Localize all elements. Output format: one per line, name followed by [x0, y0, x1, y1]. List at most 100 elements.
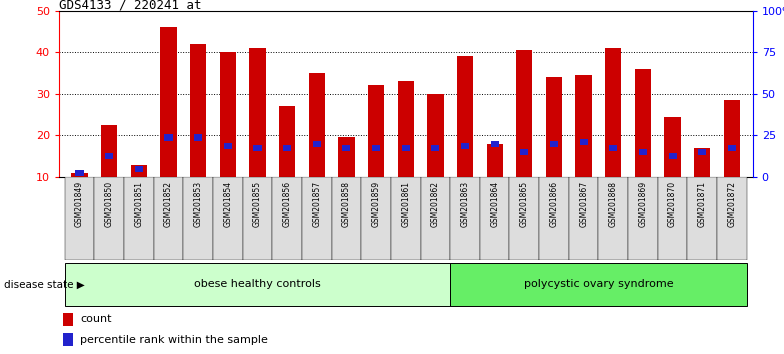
Bar: [401, 145, 410, 151]
Bar: [71, 173, 88, 177]
Text: GSM201853: GSM201853: [194, 181, 202, 227]
Text: GSM201856: GSM201856: [282, 181, 292, 227]
Bar: [283, 145, 291, 151]
Text: GSM201858: GSM201858: [342, 181, 351, 227]
Bar: [457, 56, 474, 177]
Bar: [105, 153, 113, 159]
Bar: [539, 177, 569, 260]
Bar: [65, 177, 94, 260]
Bar: [63, 313, 72, 326]
Bar: [223, 143, 232, 149]
Bar: [694, 148, 710, 177]
Bar: [546, 77, 562, 177]
Bar: [338, 137, 354, 177]
Bar: [361, 177, 391, 260]
Bar: [65, 263, 450, 306]
Bar: [427, 94, 444, 177]
Bar: [368, 85, 384, 177]
Text: GSM201850: GSM201850: [105, 181, 114, 227]
Text: GSM201868: GSM201868: [609, 181, 618, 227]
Bar: [628, 177, 658, 260]
Bar: [420, 177, 450, 260]
Text: GSM201849: GSM201849: [75, 181, 84, 227]
Bar: [131, 165, 147, 177]
Text: GSM201851: GSM201851: [134, 181, 143, 227]
Bar: [154, 177, 183, 260]
Text: GSM201857: GSM201857: [312, 181, 321, 227]
Bar: [220, 52, 236, 177]
Bar: [728, 145, 736, 151]
Bar: [279, 106, 296, 177]
Bar: [213, 177, 242, 260]
Text: obese healthy controls: obese healthy controls: [194, 279, 321, 289]
Bar: [63, 333, 72, 346]
Text: GSM201854: GSM201854: [223, 181, 232, 227]
Bar: [101, 125, 118, 177]
Bar: [431, 145, 440, 151]
Bar: [372, 145, 380, 151]
Bar: [575, 75, 592, 177]
Bar: [309, 73, 325, 177]
Bar: [639, 149, 647, 155]
Bar: [194, 135, 202, 141]
Bar: [699, 149, 706, 155]
Bar: [397, 81, 414, 177]
Bar: [598, 177, 628, 260]
Text: disease state ▶: disease state ▶: [4, 280, 85, 290]
Text: GSM201872: GSM201872: [728, 181, 736, 227]
Bar: [391, 177, 420, 260]
Bar: [272, 177, 302, 260]
Bar: [313, 141, 321, 147]
Bar: [579, 138, 588, 145]
Bar: [190, 44, 206, 177]
Text: GSM201862: GSM201862: [431, 181, 440, 227]
Text: GSM201863: GSM201863: [460, 181, 470, 227]
Text: polycystic ovary syndrome: polycystic ovary syndrome: [524, 279, 673, 289]
Bar: [569, 177, 598, 260]
Bar: [450, 263, 746, 306]
Bar: [332, 177, 361, 260]
Text: count: count: [80, 314, 112, 325]
Text: GSM201855: GSM201855: [253, 181, 262, 227]
Bar: [487, 144, 503, 177]
Text: GSM201870: GSM201870: [668, 181, 677, 227]
Bar: [461, 143, 469, 149]
Bar: [135, 166, 143, 172]
Bar: [717, 177, 746, 260]
Text: GDS4133 / 220241_at: GDS4133 / 220241_at: [59, 0, 201, 11]
Bar: [124, 177, 154, 260]
Bar: [521, 149, 528, 155]
Bar: [688, 177, 717, 260]
Text: GSM201852: GSM201852: [164, 181, 173, 227]
Bar: [491, 141, 499, 147]
Bar: [249, 48, 266, 177]
Text: GSM201869: GSM201869: [638, 181, 648, 227]
Bar: [94, 177, 124, 260]
Bar: [510, 177, 539, 260]
Bar: [658, 177, 688, 260]
Text: GSM201865: GSM201865: [520, 181, 529, 227]
Bar: [165, 135, 172, 141]
Bar: [242, 177, 272, 260]
Text: GSM201859: GSM201859: [372, 181, 380, 227]
Bar: [343, 145, 350, 151]
Bar: [605, 48, 622, 177]
Bar: [161, 27, 176, 177]
Bar: [664, 117, 681, 177]
Bar: [516, 50, 532, 177]
Bar: [75, 170, 84, 176]
Bar: [302, 177, 332, 260]
Bar: [450, 177, 480, 260]
Text: GSM201866: GSM201866: [550, 181, 558, 227]
Bar: [550, 141, 558, 147]
Bar: [669, 153, 677, 159]
Text: GSM201867: GSM201867: [579, 181, 588, 227]
Bar: [724, 100, 740, 177]
Text: GSM201871: GSM201871: [698, 181, 706, 227]
Text: percentile rank within the sample: percentile rank within the sample: [80, 335, 268, 345]
Text: GSM201861: GSM201861: [401, 181, 410, 227]
Bar: [253, 145, 262, 151]
Text: GSM201864: GSM201864: [490, 181, 499, 227]
Bar: [635, 69, 651, 177]
Bar: [480, 177, 510, 260]
